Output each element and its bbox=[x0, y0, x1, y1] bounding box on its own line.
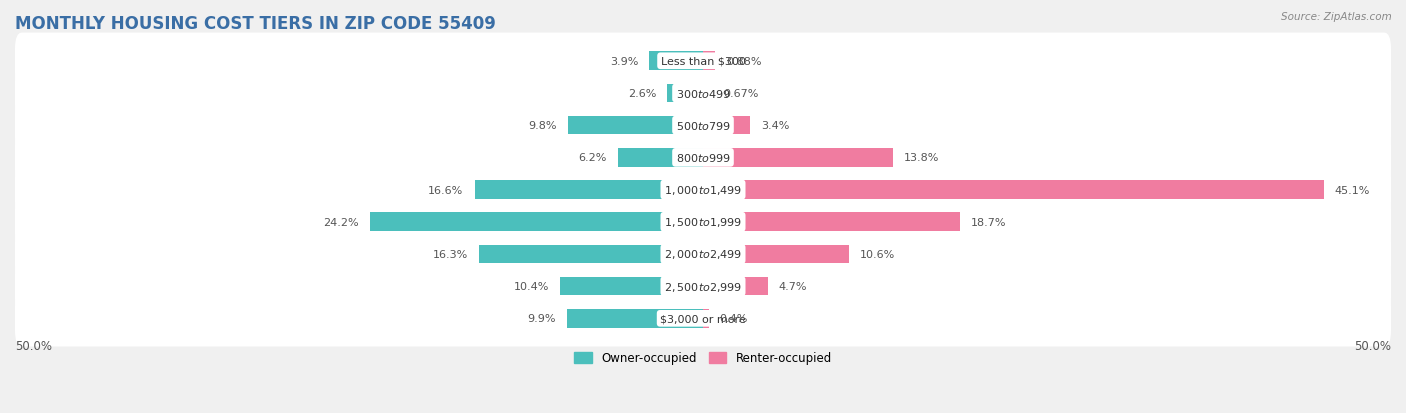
FancyBboxPatch shape bbox=[15, 259, 1391, 315]
Text: 3.4%: 3.4% bbox=[761, 121, 789, 131]
Text: Less than $300: Less than $300 bbox=[661, 57, 745, 66]
Bar bbox=[703, 181, 1323, 199]
FancyBboxPatch shape bbox=[15, 130, 1391, 186]
Text: 9.8%: 9.8% bbox=[529, 121, 557, 131]
Text: 16.6%: 16.6% bbox=[429, 185, 464, 195]
Bar bbox=[567, 309, 703, 328]
Text: $500 to $799: $500 to $799 bbox=[675, 120, 731, 132]
Text: $3,000 or more: $3,000 or more bbox=[661, 313, 745, 323]
Text: $1,500 to $1,999: $1,500 to $1,999 bbox=[664, 216, 742, 229]
Text: 16.3%: 16.3% bbox=[433, 249, 468, 259]
FancyBboxPatch shape bbox=[15, 33, 1391, 90]
Text: 0.67%: 0.67% bbox=[723, 89, 759, 99]
Text: 50.0%: 50.0% bbox=[1354, 339, 1391, 352]
Bar bbox=[703, 149, 893, 167]
Text: $2,000 to $2,499: $2,000 to $2,499 bbox=[664, 248, 742, 261]
Text: 2.6%: 2.6% bbox=[628, 89, 657, 99]
Text: $800 to $999: $800 to $999 bbox=[675, 152, 731, 164]
Text: 13.8%: 13.8% bbox=[904, 153, 939, 163]
Bar bbox=[668, 84, 703, 103]
FancyBboxPatch shape bbox=[15, 194, 1391, 250]
FancyBboxPatch shape bbox=[15, 66, 1391, 122]
Bar bbox=[703, 213, 960, 232]
Bar bbox=[370, 213, 703, 232]
Text: $1,000 to $1,499: $1,000 to $1,499 bbox=[664, 184, 742, 197]
Text: 50.0%: 50.0% bbox=[15, 339, 52, 352]
Text: 18.7%: 18.7% bbox=[972, 217, 1007, 227]
FancyBboxPatch shape bbox=[15, 290, 1391, 347]
Bar bbox=[703, 84, 713, 103]
Bar bbox=[703, 277, 768, 296]
Text: 0.88%: 0.88% bbox=[725, 57, 762, 66]
Text: 10.6%: 10.6% bbox=[860, 249, 896, 259]
Text: 24.2%: 24.2% bbox=[323, 217, 359, 227]
Bar bbox=[478, 245, 703, 263]
Bar bbox=[703, 309, 709, 328]
Text: 45.1%: 45.1% bbox=[1334, 185, 1369, 195]
Bar bbox=[703, 52, 716, 71]
Text: $300 to $499: $300 to $499 bbox=[675, 88, 731, 100]
Text: 10.4%: 10.4% bbox=[513, 281, 548, 292]
Bar bbox=[703, 245, 849, 263]
FancyBboxPatch shape bbox=[15, 226, 1391, 282]
Legend: Owner-occupied, Renter-occupied: Owner-occupied, Renter-occupied bbox=[569, 347, 837, 369]
Bar bbox=[650, 52, 703, 71]
Text: $2,500 to $2,999: $2,500 to $2,999 bbox=[664, 280, 742, 293]
FancyBboxPatch shape bbox=[15, 162, 1391, 218]
Bar bbox=[475, 181, 703, 199]
Text: 4.7%: 4.7% bbox=[779, 281, 807, 292]
Text: 0.4%: 0.4% bbox=[720, 313, 748, 323]
Bar bbox=[703, 116, 749, 135]
Text: MONTHLY HOUSING COST TIERS IN ZIP CODE 55409: MONTHLY HOUSING COST TIERS IN ZIP CODE 5… bbox=[15, 15, 496, 33]
Bar bbox=[617, 149, 703, 167]
Text: 9.9%: 9.9% bbox=[527, 313, 555, 323]
Bar bbox=[560, 277, 703, 296]
Text: 6.2%: 6.2% bbox=[578, 153, 606, 163]
FancyBboxPatch shape bbox=[15, 98, 1391, 154]
Text: Source: ZipAtlas.com: Source: ZipAtlas.com bbox=[1281, 12, 1392, 22]
Bar bbox=[568, 116, 703, 135]
Text: 3.9%: 3.9% bbox=[610, 57, 638, 66]
